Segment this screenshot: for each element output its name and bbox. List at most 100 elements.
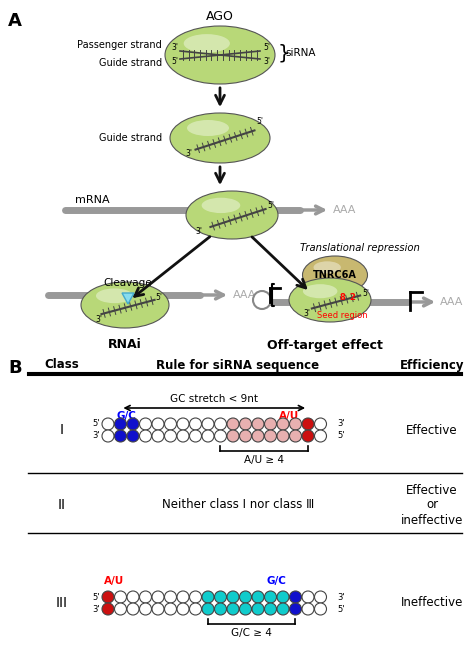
Text: }: } (278, 43, 291, 63)
Circle shape (190, 418, 201, 430)
Circle shape (252, 591, 264, 603)
Circle shape (152, 430, 164, 442)
Text: III: III (56, 596, 68, 610)
Circle shape (315, 591, 327, 603)
Circle shape (164, 591, 176, 603)
Text: Rule for siRNA sequence: Rule for siRNA sequence (156, 359, 319, 371)
Circle shape (177, 591, 189, 603)
Text: 5': 5' (171, 57, 178, 67)
Circle shape (215, 603, 227, 615)
Text: 5': 5' (337, 605, 345, 614)
Circle shape (215, 591, 227, 603)
Text: 5': 5' (337, 432, 345, 441)
Text: 3': 3' (303, 309, 310, 318)
Text: GC stretch < 9nt: GC stretch < 9nt (170, 394, 258, 404)
Ellipse shape (165, 26, 275, 84)
Circle shape (152, 603, 164, 615)
Circle shape (264, 591, 276, 603)
Circle shape (277, 418, 289, 430)
Circle shape (264, 603, 276, 615)
Text: AGO: AGO (206, 10, 234, 23)
Polygon shape (122, 293, 134, 304)
Circle shape (164, 418, 176, 430)
Ellipse shape (201, 198, 240, 213)
Circle shape (115, 418, 127, 430)
Circle shape (290, 591, 301, 603)
Circle shape (264, 430, 276, 442)
Circle shape (115, 603, 127, 615)
Circle shape (202, 591, 214, 603)
Text: A/U ≥ 4: A/U ≥ 4 (244, 455, 284, 465)
Text: 5': 5' (92, 592, 100, 601)
Ellipse shape (96, 289, 133, 303)
Circle shape (139, 418, 152, 430)
Circle shape (139, 430, 152, 442)
Text: 3': 3' (263, 57, 270, 67)
Text: siRNA: siRNA (285, 48, 316, 58)
Circle shape (215, 430, 227, 442)
Circle shape (315, 430, 327, 442)
Text: G/C: G/C (117, 411, 137, 421)
Circle shape (202, 418, 214, 430)
Circle shape (302, 603, 314, 615)
Circle shape (277, 603, 289, 615)
Text: 3': 3' (195, 227, 202, 236)
Text: AAA: AAA (440, 297, 464, 307)
Circle shape (252, 603, 264, 615)
Circle shape (252, 418, 264, 430)
Circle shape (127, 603, 139, 615)
Text: A: A (8, 12, 22, 30)
Circle shape (227, 591, 239, 603)
Circle shape (227, 603, 239, 615)
Circle shape (290, 603, 301, 615)
Text: B: B (8, 359, 22, 377)
Text: Guide strand: Guide strand (99, 58, 162, 68)
Circle shape (164, 430, 176, 442)
Text: A/U: A/U (279, 411, 300, 421)
Text: Neither class I nor class Ⅲ: Neither class I nor class Ⅲ (162, 499, 314, 512)
Circle shape (302, 591, 314, 603)
Circle shape (253, 291, 271, 309)
Ellipse shape (184, 34, 230, 53)
Circle shape (239, 430, 252, 442)
Circle shape (315, 418, 327, 430)
Text: 5': 5' (267, 200, 274, 209)
Circle shape (302, 418, 314, 430)
Text: 3': 3' (185, 149, 192, 158)
Text: 8: 8 (339, 293, 345, 302)
Text: mRNA: mRNA (75, 195, 109, 205)
Circle shape (252, 430, 264, 442)
Text: Class: Class (45, 359, 79, 371)
Text: Seed region: Seed region (317, 311, 367, 320)
Text: 5': 5' (362, 289, 369, 298)
Ellipse shape (81, 282, 169, 328)
Circle shape (190, 430, 201, 442)
Ellipse shape (289, 278, 371, 322)
Circle shape (202, 603, 214, 615)
Text: 5': 5' (155, 293, 162, 302)
Circle shape (127, 591, 139, 603)
Circle shape (177, 418, 189, 430)
Text: 3': 3' (95, 315, 102, 324)
Text: RNAi: RNAi (108, 339, 142, 351)
Text: Effective: Effective (406, 424, 458, 437)
Circle shape (127, 430, 139, 442)
Circle shape (139, 603, 152, 615)
Text: 3': 3' (337, 592, 345, 601)
Circle shape (290, 430, 301, 442)
Text: 3': 3' (92, 432, 100, 441)
Circle shape (239, 603, 252, 615)
Circle shape (115, 430, 127, 442)
Text: Ineffective: Ineffective (401, 596, 463, 609)
Circle shape (102, 603, 114, 615)
Circle shape (102, 591, 114, 603)
Text: A/U: A/U (104, 576, 124, 586)
Circle shape (264, 418, 276, 430)
Text: 3': 3' (171, 43, 178, 52)
Text: Guide strand: Guide strand (99, 133, 162, 143)
Circle shape (290, 418, 301, 430)
Ellipse shape (313, 262, 341, 273)
Circle shape (190, 603, 201, 615)
Text: Efficiency: Efficiency (400, 359, 464, 371)
Ellipse shape (303, 284, 337, 298)
